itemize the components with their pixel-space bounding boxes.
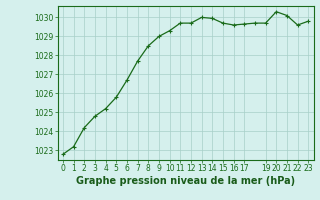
X-axis label: Graphe pression niveau de la mer (hPa): Graphe pression niveau de la mer (hPa)	[76, 176, 295, 186]
